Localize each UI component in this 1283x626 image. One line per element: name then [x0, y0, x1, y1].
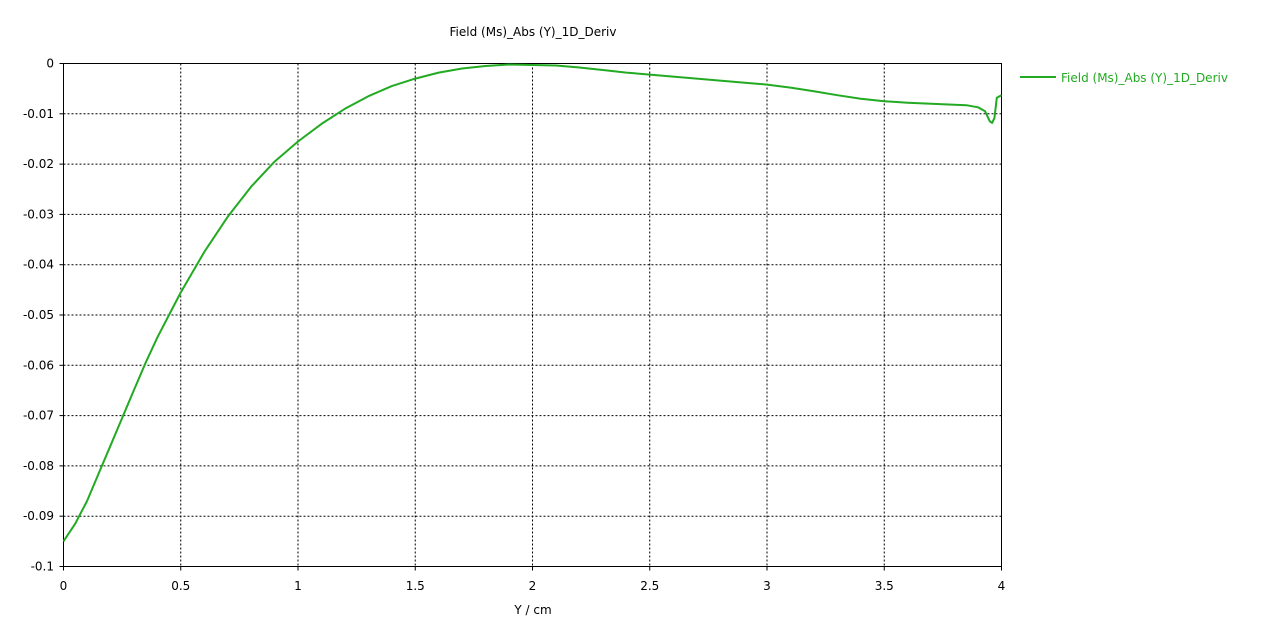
x-tick-label: 3	[763, 579, 771, 593]
y-tick-label: -0.1	[31, 560, 54, 574]
legend: Field (Ms)_Abs (Y)_1D_Deriv	[1020, 71, 1228, 85]
x-tick-label: 1	[294, 579, 302, 593]
y-tick-label: -0.08	[23, 459, 54, 473]
y-tick-label: -0.01	[23, 107, 54, 121]
y-tick-label: 0	[46, 57, 54, 71]
y-tick-label: -0.02	[23, 157, 54, 171]
grid-lines	[63, 63, 1002, 567]
axis-ticks	[59, 63, 1002, 571]
x-tick-label: 2	[529, 579, 537, 593]
y-tick-label: -0.09	[23, 509, 54, 523]
y-axis-tick-labels: 0 -0.01 -0.02 -0.03 -0.04 -0.05 -0.06 -0.07 -0.0…	[23, 57, 54, 574]
x-tick-label: 0	[60, 579, 68, 593]
x-tick-label: 2.5	[640, 579, 659, 593]
y-tick-label: -0.04	[23, 258, 54, 272]
y-tick-label: -0.03	[23, 207, 54, 221]
x-tick-label: 4	[998, 579, 1006, 593]
x-axis-label: Y / cm	[513, 603, 551, 617]
y-tick-label: -0.06	[23, 358, 54, 372]
y-tick-label: -0.07	[23, 409, 54, 423]
legend-entry-label: Field (Ms)_Abs (Y)_1D_Deriv	[1061, 71, 1228, 85]
y-tick-label: -0.05	[23, 308, 54, 322]
x-tick-label: 0.5	[171, 579, 190, 593]
x-tick-label: 1.5	[406, 579, 425, 593]
x-tick-label: 3.5	[875, 579, 894, 593]
x-axis-tick-labels: 0 0.5 1 1.5 2 2.5 3 3.5 4	[60, 579, 1006, 593]
series-layer	[62, 63, 1002, 542]
series-line	[62, 63, 1002, 542]
chart-title: Field (Ms)_Abs (Y)_1D_Deriv	[450, 25, 617, 39]
